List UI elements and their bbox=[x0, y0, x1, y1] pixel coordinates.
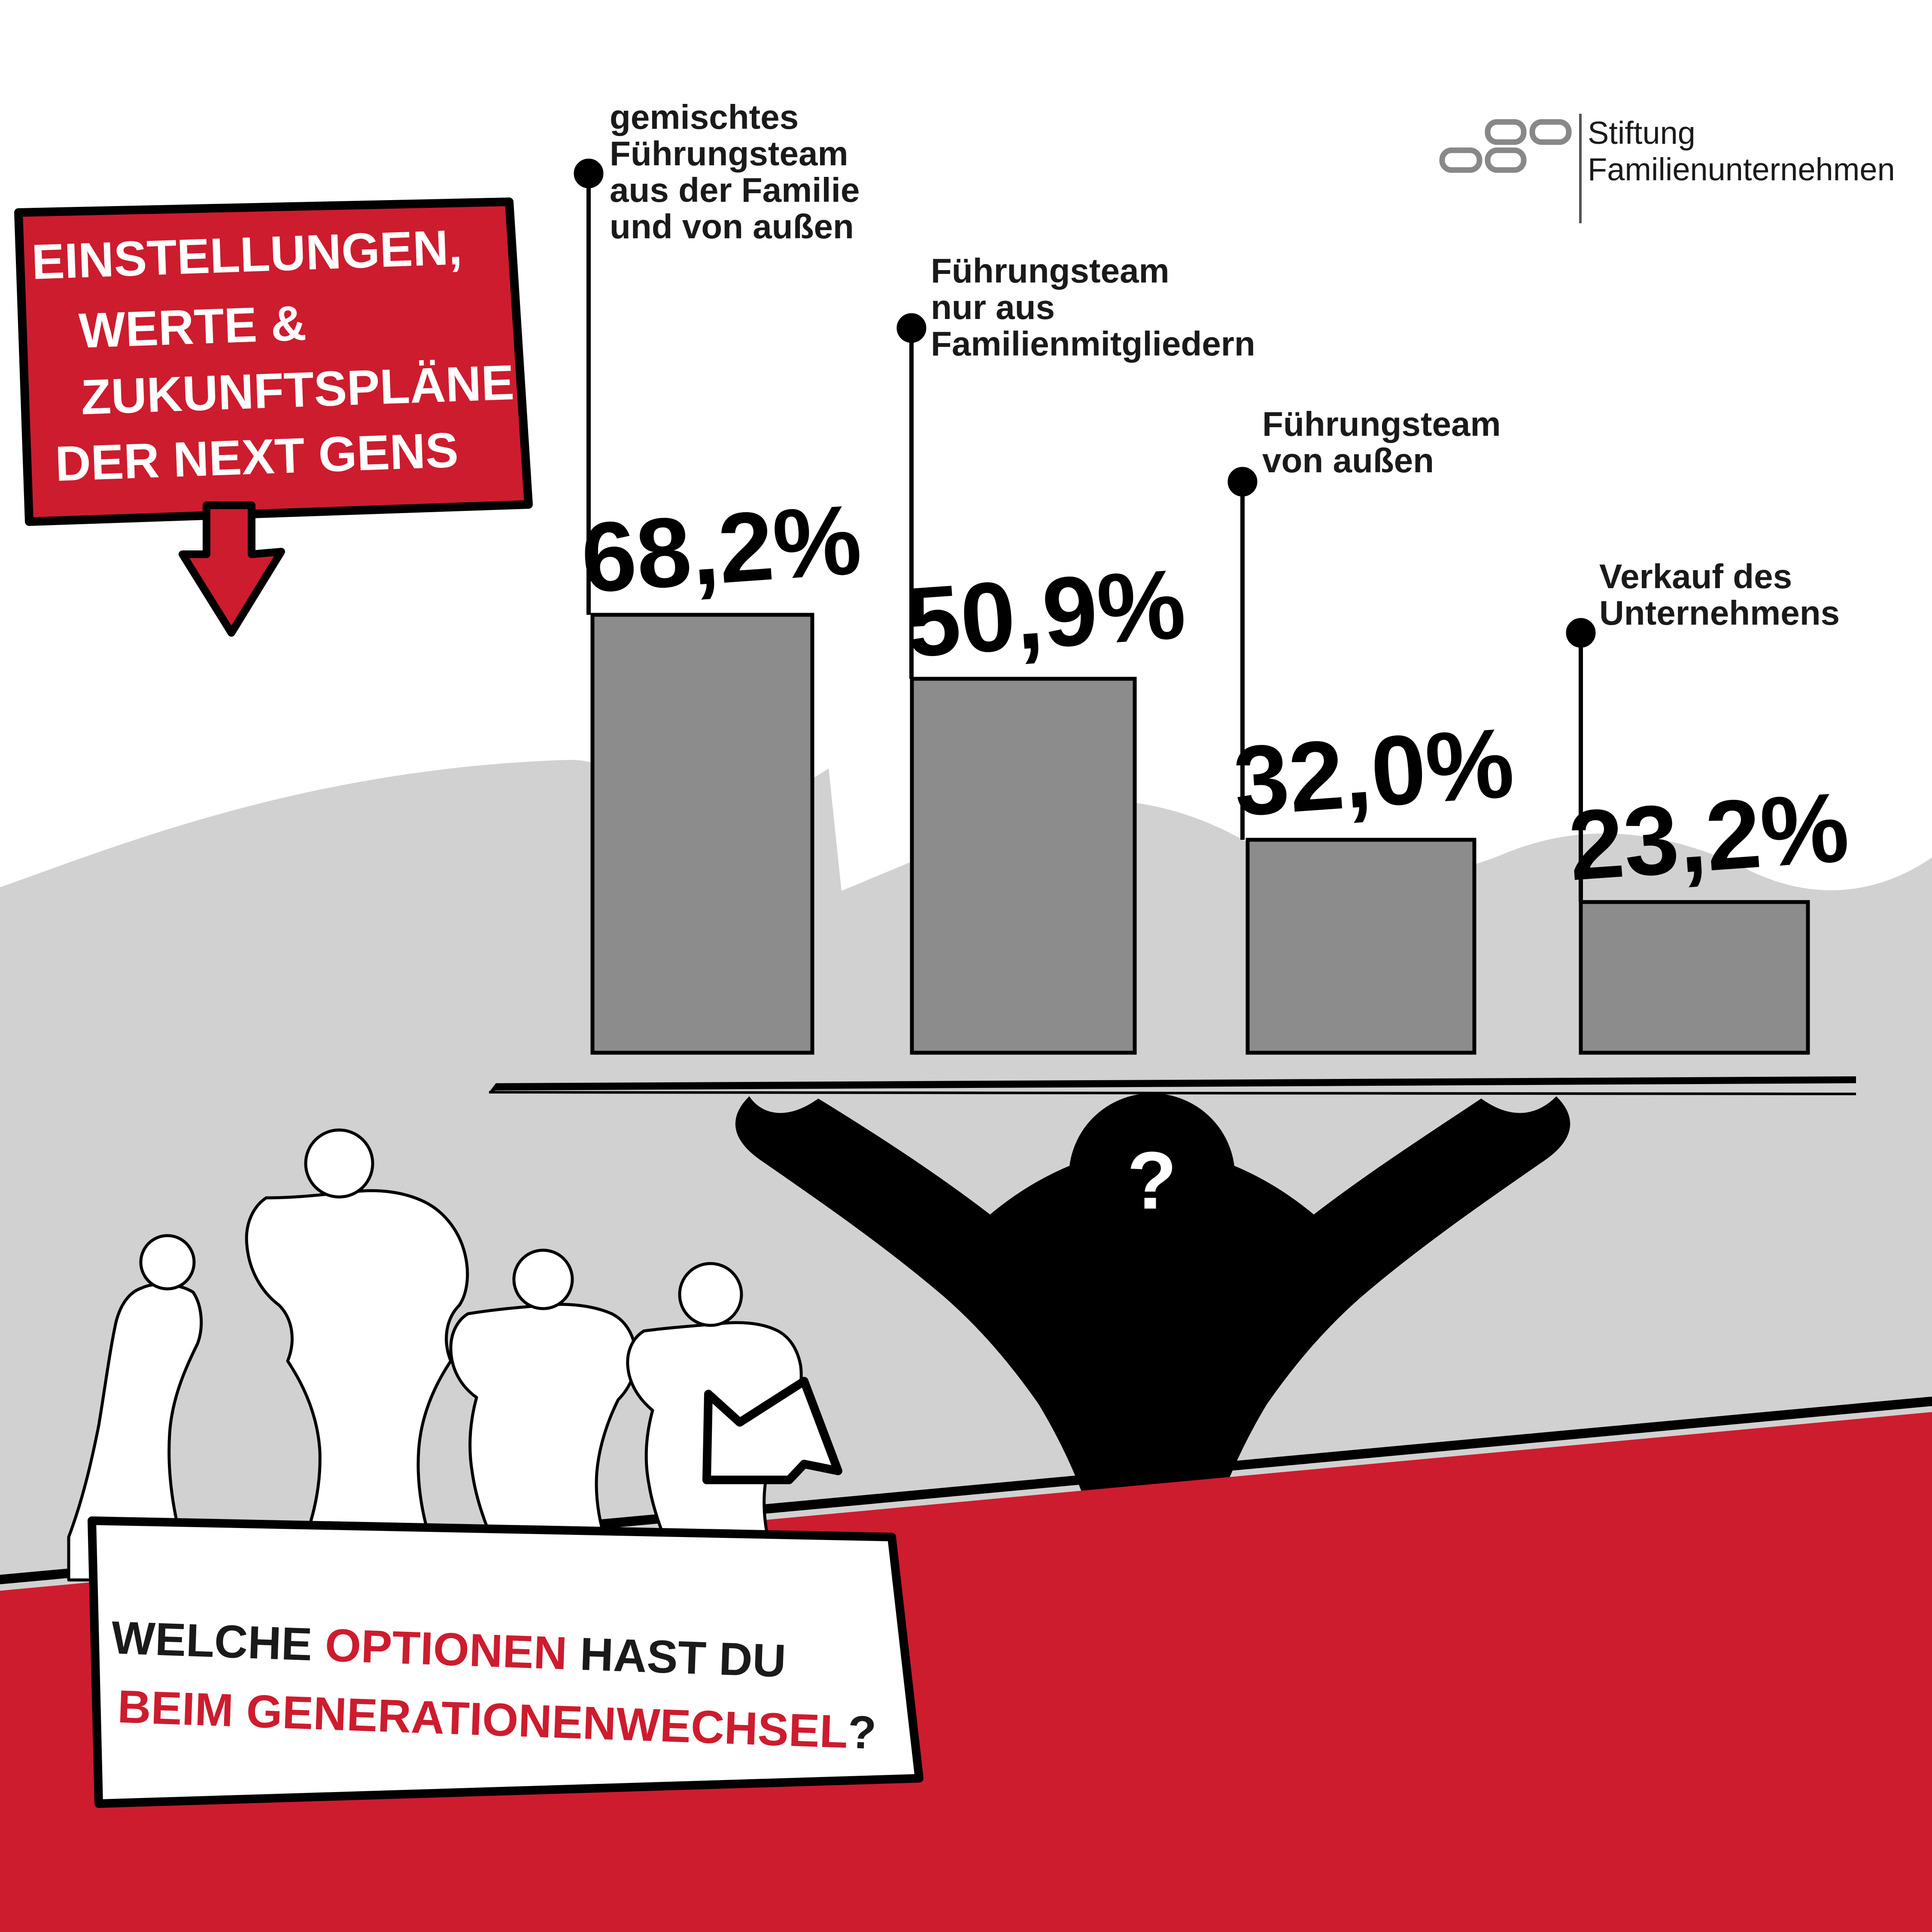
svg-text:Führungsteam: Führungsteam bbox=[931, 252, 1170, 290]
svg-text:Verkauf des: Verkauf des bbox=[1599, 557, 1792, 595]
svg-text:aus der Familie: aus der Familie bbox=[610, 171, 860, 209]
svg-text:Führungsteam: Führungsteam bbox=[1262, 405, 1501, 443]
svg-text:32,0%: 32,0% bbox=[1230, 707, 1517, 837]
svg-text:nur aus: nur aus bbox=[931, 288, 1055, 326]
svg-text:und von außen: und von außen bbox=[610, 207, 854, 246]
svg-text:50,9%: 50,9% bbox=[902, 548, 1188, 678]
svg-text:Familienmitgliedern: Familienmitgliedern bbox=[931, 325, 1255, 363]
svg-text:Führungsteam: Führungsteam bbox=[610, 134, 848, 173]
svg-text:von außen: von außen bbox=[1262, 441, 1434, 480]
svg-text:WERTE &: WERTE & bbox=[78, 296, 307, 358]
svg-text:Familienunternehmen: Familienunternehmen bbox=[1588, 152, 1895, 187]
svg-text:Stiftung: Stiftung bbox=[1588, 115, 1695, 151]
svg-text:68,2%: 68,2% bbox=[577, 484, 864, 614]
svg-text:gemischtes: gemischtes bbox=[610, 98, 799, 136]
svg-text:Unternehmens: Unternehmens bbox=[1599, 594, 1840, 632]
svg-text:?: ? bbox=[1127, 1135, 1177, 1226]
svg-text:23,2%: 23,2% bbox=[1565, 772, 1852, 901]
